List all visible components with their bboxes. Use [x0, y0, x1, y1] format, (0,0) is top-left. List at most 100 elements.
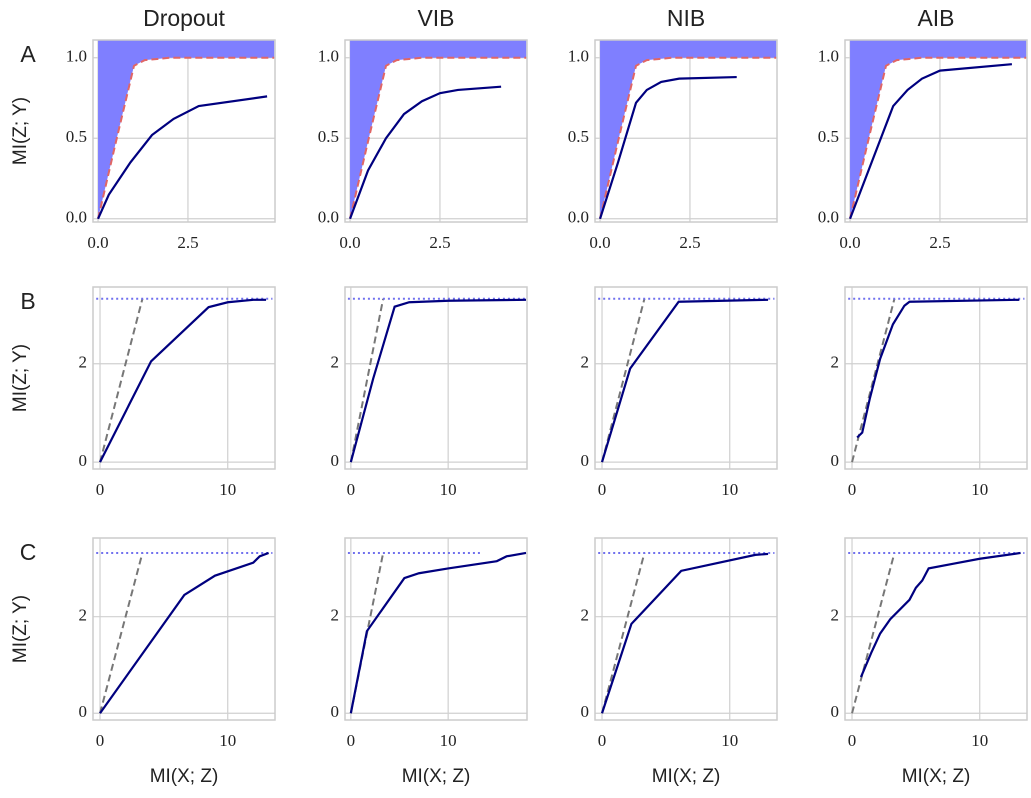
plot-area — [595, 538, 777, 720]
x-tick-label: 0 — [96, 731, 105, 750]
panel-label: A — [20, 41, 36, 67]
curve — [600, 552, 769, 714]
x-tick-label: 2.5 — [679, 233, 700, 252]
y-tick-label: 0.0 — [568, 208, 589, 227]
curve — [349, 56, 527, 220]
y-tick-label: 0.5 — [66, 127, 87, 146]
plot-area — [845, 538, 1027, 720]
y-axis-label: MI(Z; Y) — [10, 97, 31, 165]
y-tick-label: 1.0 — [818, 47, 839, 66]
y-tick-label: 0.0 — [318, 208, 339, 227]
x-tick-label: 0.0 — [839, 233, 860, 252]
plot-border — [594, 39, 778, 223]
x-tick-label: 2.5 — [929, 233, 950, 252]
x-tick-label: 10 — [971, 731, 988, 750]
panel-label: C — [20, 539, 37, 565]
x-tick-label: 2.5 — [177, 233, 198, 252]
curve — [856, 298, 1020, 439]
x-tick-label: 10 — [440, 731, 457, 750]
plot-border — [92, 537, 276, 721]
x-tick-label: 0 — [848, 480, 857, 499]
x-tick-label: 0.0 — [339, 233, 360, 252]
x-tick-label: 10 — [219, 480, 236, 499]
plot-area — [93, 287, 275, 469]
plot-border — [844, 537, 1028, 721]
plot-border — [594, 286, 778, 470]
x-tick-label: 0 — [848, 731, 857, 750]
y-tick-label: 2 — [831, 606, 840, 625]
column-title: AIB — [917, 5, 954, 31]
y-axis-label: MI(Z; Y) — [10, 595, 31, 663]
x-axis-label: MI(X; Z) — [150, 766, 219, 787]
curve — [99, 298, 267, 463]
y-tick-label: 2 — [79, 353, 88, 372]
y-tick-label: 0 — [331, 451, 340, 470]
curve — [600, 298, 769, 463]
filled-area — [98, 40, 275, 219]
x-axis-label: MI(X; Z) — [402, 766, 471, 787]
y-tick-label: 0 — [79, 702, 88, 721]
y-tick-label: 2 — [581, 606, 590, 625]
curve — [349, 298, 527, 463]
y-axis-label: MI(Z; Y) — [10, 344, 31, 412]
plot-area — [595, 287, 777, 469]
y-tick-label: 0 — [79, 451, 88, 470]
y-tick-label: 0.0 — [818, 208, 839, 227]
curve — [97, 95, 268, 220]
x-tick-label: 10 — [219, 731, 236, 750]
y-tick-label: 0 — [581, 702, 590, 721]
x-axis-label: MI(X; Z) — [902, 766, 971, 787]
curve — [849, 56, 1027, 220]
x-tick-label: 10 — [971, 480, 988, 499]
y-tick-label: 0 — [831, 451, 840, 470]
y-tick-label: 2 — [79, 606, 88, 625]
curve — [99, 298, 144, 463]
y-tick-label: 0.5 — [818, 127, 839, 146]
x-tick-label: 0.0 — [87, 233, 108, 252]
plot-border — [92, 286, 276, 470]
y-tick-label: 0 — [581, 451, 590, 470]
y-tick-label: 0 — [331, 702, 340, 721]
plot-border — [594, 537, 778, 721]
plot-area — [345, 287, 527, 469]
plot-area — [93, 538, 275, 720]
plot-border — [92, 39, 276, 223]
plot-area — [345, 538, 527, 720]
x-tick-label: 0 — [96, 480, 105, 499]
curve — [598, 75, 737, 220]
y-tick-label: 2 — [581, 353, 590, 372]
plot-border — [844, 286, 1028, 470]
y-tick-label: 1.0 — [66, 47, 87, 66]
filled-area — [350, 40, 527, 219]
x-tick-label: 0 — [347, 731, 356, 750]
curve — [851, 552, 896, 714]
curve — [601, 552, 646, 714]
curve — [349, 85, 502, 220]
y-tick-label: 0.5 — [568, 127, 589, 146]
x-tick-label: 10 — [440, 480, 457, 499]
curve — [859, 551, 1021, 678]
curve — [349, 551, 527, 714]
y-tick-label: 2 — [331, 606, 340, 625]
x-axis-label: MI(X; Z) — [652, 766, 721, 787]
y-tick-label: 0.5 — [318, 127, 339, 146]
curve — [99, 551, 270, 714]
y-tick-label: 2 — [331, 353, 340, 372]
x-tick-label: 0 — [598, 731, 607, 750]
plot-border — [344, 286, 528, 470]
x-tick-label: 0 — [347, 480, 356, 499]
x-tick-label: 0.0 — [589, 233, 610, 252]
x-tick-label: 0 — [598, 480, 607, 499]
curve — [349, 298, 385, 463]
curve — [849, 63, 1012, 220]
y-tick-label: 2 — [831, 353, 840, 372]
x-tick-label: 2.5 — [429, 233, 450, 252]
filled-area — [850, 40, 1027, 219]
column-title: Dropout — [143, 5, 225, 31]
curve — [97, 56, 275, 220]
column-title: NIB — [667, 5, 705, 31]
curve — [99, 552, 144, 714]
panel-label: B — [20, 288, 35, 314]
plot-border — [344, 39, 528, 223]
